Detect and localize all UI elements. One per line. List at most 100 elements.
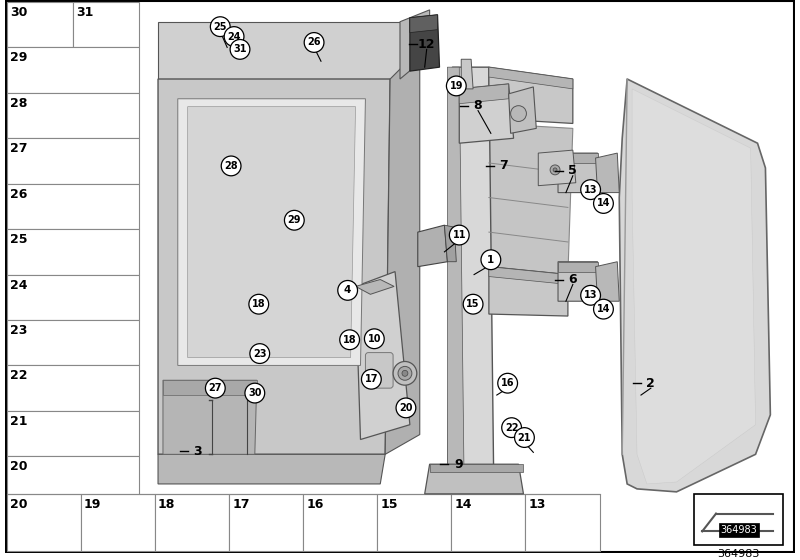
FancyBboxPatch shape [7,366,139,411]
Polygon shape [418,225,447,267]
Circle shape [594,299,614,319]
Circle shape [230,40,250,59]
Text: 16: 16 [306,498,323,511]
Polygon shape [445,225,456,262]
Polygon shape [447,67,494,489]
Text: 30: 30 [10,6,27,19]
Text: 31: 31 [76,6,94,19]
Text: 13: 13 [528,498,546,511]
Text: 28: 28 [10,97,27,110]
Text: 22: 22 [10,370,27,382]
Text: 22: 22 [505,423,518,433]
Text: 2: 2 [646,377,655,390]
Text: 19: 19 [84,498,102,511]
Text: 28: 28 [224,161,238,171]
FancyBboxPatch shape [7,456,139,502]
Polygon shape [595,262,619,301]
Text: 10: 10 [367,334,381,344]
Text: 1: 1 [487,255,494,265]
FancyBboxPatch shape [7,93,139,138]
Text: 14: 14 [597,198,610,208]
Text: 30: 30 [248,388,262,398]
Polygon shape [558,153,598,163]
Polygon shape [447,67,464,489]
Circle shape [594,194,614,213]
Text: 16: 16 [501,378,514,388]
Polygon shape [595,153,619,193]
FancyBboxPatch shape [719,524,758,537]
Text: 14: 14 [454,498,472,511]
Circle shape [450,225,469,245]
Text: 6: 6 [569,273,577,286]
Circle shape [222,156,241,176]
Text: 23: 23 [10,324,27,337]
Polygon shape [430,464,523,472]
Circle shape [553,168,557,172]
Polygon shape [489,67,573,89]
Polygon shape [558,153,602,193]
Circle shape [446,76,466,96]
Text: 11: 11 [453,230,466,240]
Text: 364983: 364983 [720,525,757,535]
Text: 24: 24 [10,278,27,292]
Text: 364983: 364983 [718,549,760,559]
Text: 9: 9 [454,458,462,471]
Circle shape [249,295,269,314]
FancyBboxPatch shape [366,353,393,388]
Polygon shape [558,262,602,301]
Text: 12: 12 [418,38,435,51]
Polygon shape [410,15,438,32]
FancyBboxPatch shape [526,494,599,551]
Text: 8: 8 [474,99,482,112]
Polygon shape [489,267,568,284]
Text: 24: 24 [227,31,241,41]
Text: 21: 21 [518,432,531,442]
Circle shape [550,165,560,175]
Text: 20: 20 [10,498,27,511]
Circle shape [362,370,382,389]
Text: 4: 4 [344,286,351,295]
Text: 20: 20 [399,403,413,413]
Circle shape [393,361,417,385]
Polygon shape [158,79,390,454]
Circle shape [498,374,518,393]
Polygon shape [158,454,385,484]
Circle shape [224,27,244,46]
Circle shape [502,418,522,437]
Polygon shape [489,123,573,274]
FancyBboxPatch shape [7,138,139,184]
Circle shape [338,281,358,300]
Circle shape [402,370,408,376]
Circle shape [304,32,324,52]
Text: 18: 18 [252,299,266,309]
Polygon shape [158,22,400,79]
Text: 7: 7 [499,160,508,172]
Text: 26: 26 [307,38,321,48]
Circle shape [481,250,501,269]
Polygon shape [425,464,523,494]
Circle shape [581,180,601,199]
Polygon shape [188,106,355,357]
Circle shape [510,106,526,122]
Polygon shape [459,84,509,104]
Text: 27: 27 [209,383,222,393]
FancyBboxPatch shape [7,48,139,93]
Text: 17: 17 [232,498,250,511]
Polygon shape [163,380,257,454]
Text: 26: 26 [10,188,27,200]
Polygon shape [619,79,770,492]
FancyBboxPatch shape [7,2,73,48]
Text: 15: 15 [380,498,398,511]
Text: 29: 29 [10,52,27,64]
Text: 13: 13 [584,290,598,300]
FancyBboxPatch shape [694,494,783,545]
Circle shape [206,378,225,398]
Text: 18: 18 [343,335,357,345]
Polygon shape [163,380,257,395]
FancyBboxPatch shape [303,494,378,551]
Circle shape [398,366,412,380]
Text: 13: 13 [584,185,598,195]
FancyBboxPatch shape [6,1,794,552]
Circle shape [396,398,416,418]
Text: 25: 25 [10,233,27,246]
